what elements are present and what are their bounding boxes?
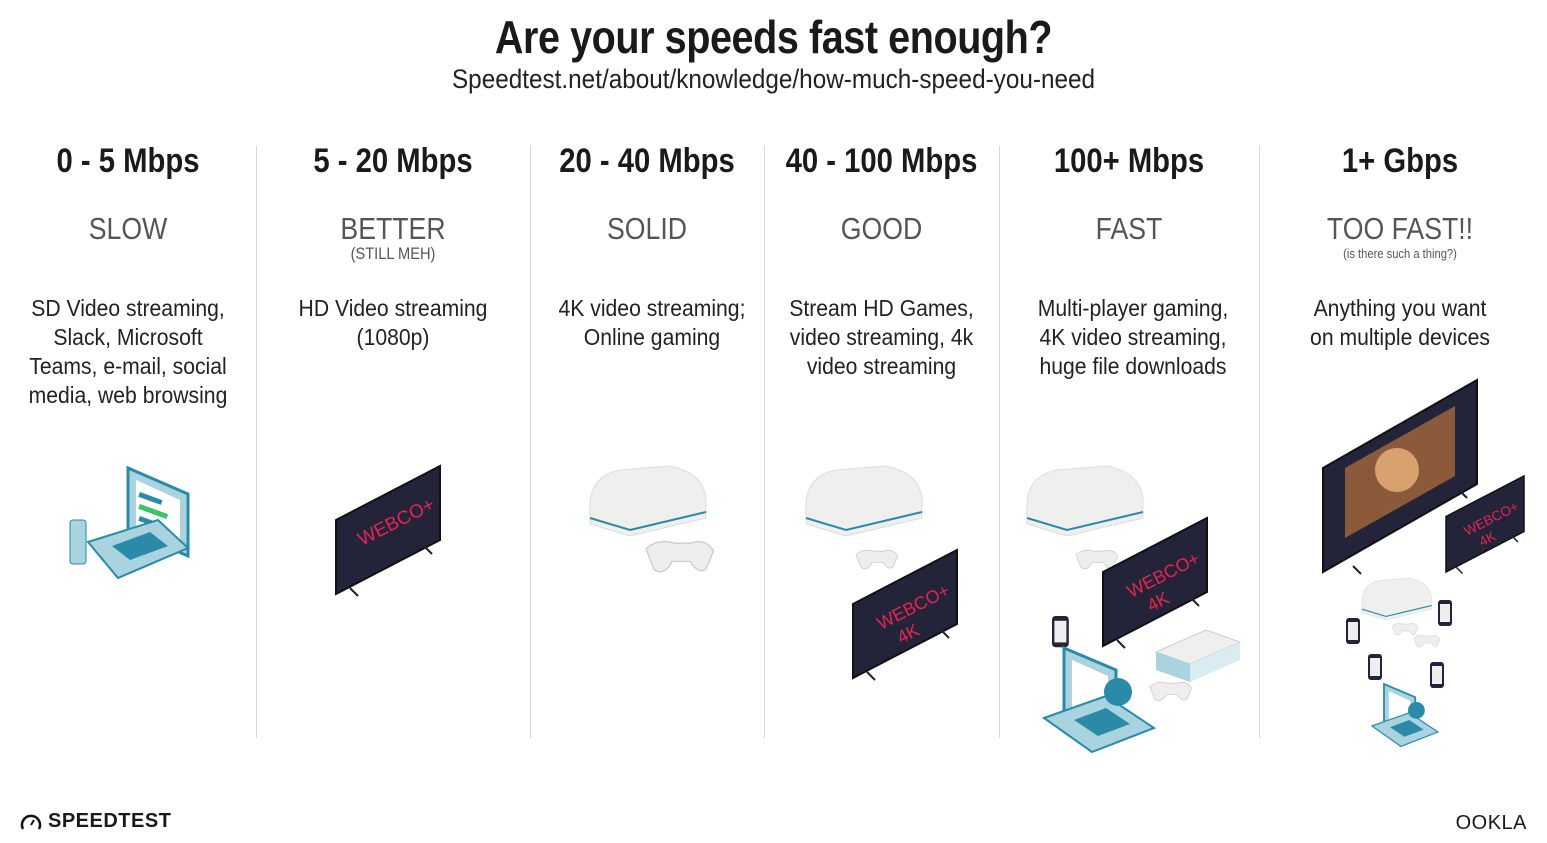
description-line: 4K video streaming, xyxy=(1039,324,1227,350)
gauge-icon xyxy=(20,814,42,830)
tier-good: 40 - 100 Mbps GOOD xyxy=(764,140,999,246)
source-url: Speedtest.net/about/knowledge/how-much-s… xyxy=(451,64,1096,94)
description-line: Stream HD Games, xyxy=(789,295,974,321)
controller-illustration xyxy=(1149,681,1192,702)
tier-description: Multi-player gaming, 4K video streaming,… xyxy=(1012,294,1253,381)
column-divider xyxy=(256,146,257,738)
phone-illustration xyxy=(1368,654,1382,680)
console-illustration xyxy=(589,465,708,537)
description-line: HD Video streaming xyxy=(298,295,488,321)
tier-fast: 100+ Mbps FAST xyxy=(999,140,1259,246)
tier-label: BETTER xyxy=(340,211,446,246)
controller-illustration xyxy=(1413,635,1441,648)
description-line: Teams, e-mail, social xyxy=(29,353,227,379)
tier-slow: 0 - 5 Mbps SLOW xyxy=(0,140,256,246)
tier-sublabel: (is there such a thing?) xyxy=(1343,246,1457,261)
tier-speed: 20 - 40 Mbps xyxy=(559,142,735,180)
console-illustration xyxy=(1154,629,1242,682)
tier-too-fast: 1+ Gbps TOO FAST!! (is there such a thin… xyxy=(1259,140,1541,262)
tier-speed: 5 - 20 Mbps xyxy=(313,142,473,180)
description-line: Slack, Microsoft xyxy=(53,324,203,350)
speedtest-logo: SPEEDTEST xyxy=(20,810,171,833)
console-illustration xyxy=(1361,577,1433,621)
description-line: SD Video streaming, xyxy=(31,295,225,321)
tier-description: Anything you want on multiple devices xyxy=(1273,294,1527,352)
tier-description: Stream HD Games, video streaming, 4k vid… xyxy=(776,294,988,381)
tv-illustration: WEBCO+ xyxy=(335,465,441,597)
controller-illustration xyxy=(855,549,898,570)
tier-label: GOOD xyxy=(840,211,923,246)
tier-better: 5 - 20 Mbps BETTER (STILL MEH) xyxy=(256,140,530,262)
tv-4k-illustration: WEBCO+ 4K xyxy=(1102,517,1208,649)
tier-description: HD Video streaming (1080p) xyxy=(270,294,517,352)
tier-description: 4K video streaming; Online gaming xyxy=(542,294,762,352)
description-line: video streaming xyxy=(806,353,957,379)
controller-illustration xyxy=(1391,623,1419,636)
tier-description: SD Video streaming, Slack, Microsoft Tea… xyxy=(13,294,243,410)
description-line: Multi-player gaming, xyxy=(1037,295,1229,321)
tier-speed: 1+ Gbps xyxy=(1341,142,1459,180)
tier-solid: 20 - 40 Mbps SOLID xyxy=(530,140,764,246)
tier-speed: 40 - 100 Mbps xyxy=(785,142,978,180)
tier-label: TOO FAST!! xyxy=(1326,211,1474,246)
description-line: video streaming, 4k xyxy=(789,324,974,350)
controller-illustration xyxy=(1075,549,1118,570)
description-line: on multiple devices xyxy=(1310,324,1490,350)
tier-label: SOLID xyxy=(606,211,688,246)
tier-label: SLOW xyxy=(88,211,168,246)
console-illustration xyxy=(805,465,924,537)
phone-illustration xyxy=(1430,662,1444,688)
tier-label: FAST xyxy=(1095,211,1163,246)
description-line: Anything you want xyxy=(1313,295,1487,321)
description-line: media, web browsing xyxy=(28,382,228,408)
column-divider xyxy=(530,146,531,738)
column-divider xyxy=(999,146,1000,738)
phone-illustration xyxy=(1052,616,1069,648)
controller-illustration xyxy=(645,540,715,573)
tier-speed: 0 - 5 Mbps xyxy=(56,142,200,180)
tier-speed: 100+ Mbps xyxy=(1053,142,1205,180)
tv-4k-text: 4K xyxy=(1477,528,1499,549)
phone-illustration xyxy=(1346,618,1360,644)
description-line: Online gaming xyxy=(583,324,721,350)
phone-illustration xyxy=(1438,600,1452,626)
description-line: huge file downloads xyxy=(1039,353,1227,379)
tier-sublabel: (STILL MEH) xyxy=(350,244,436,263)
large-tv-illustration xyxy=(1322,378,1478,575)
column-divider xyxy=(764,146,765,738)
ookla-logo: OOKLA xyxy=(1455,812,1527,834)
console-illustration xyxy=(1026,465,1145,537)
tv-4k-illustration: WEBCO+ 4K xyxy=(1445,475,1525,575)
laptop-illustration xyxy=(69,465,190,580)
tv-4k-illustration: WEBCO+ 4K xyxy=(852,549,958,681)
page-title: Are your speeds fast enough? xyxy=(494,11,1053,63)
description-line: (1080p) xyxy=(356,324,430,350)
speedtest-logo-text: SPEEDTEST xyxy=(48,810,172,832)
column-divider xyxy=(1259,146,1260,738)
laptop-upload-illustration xyxy=(1042,646,1156,754)
description-line: 4K video streaming; xyxy=(558,295,746,321)
laptop-upload-illustration xyxy=(1371,683,1439,748)
